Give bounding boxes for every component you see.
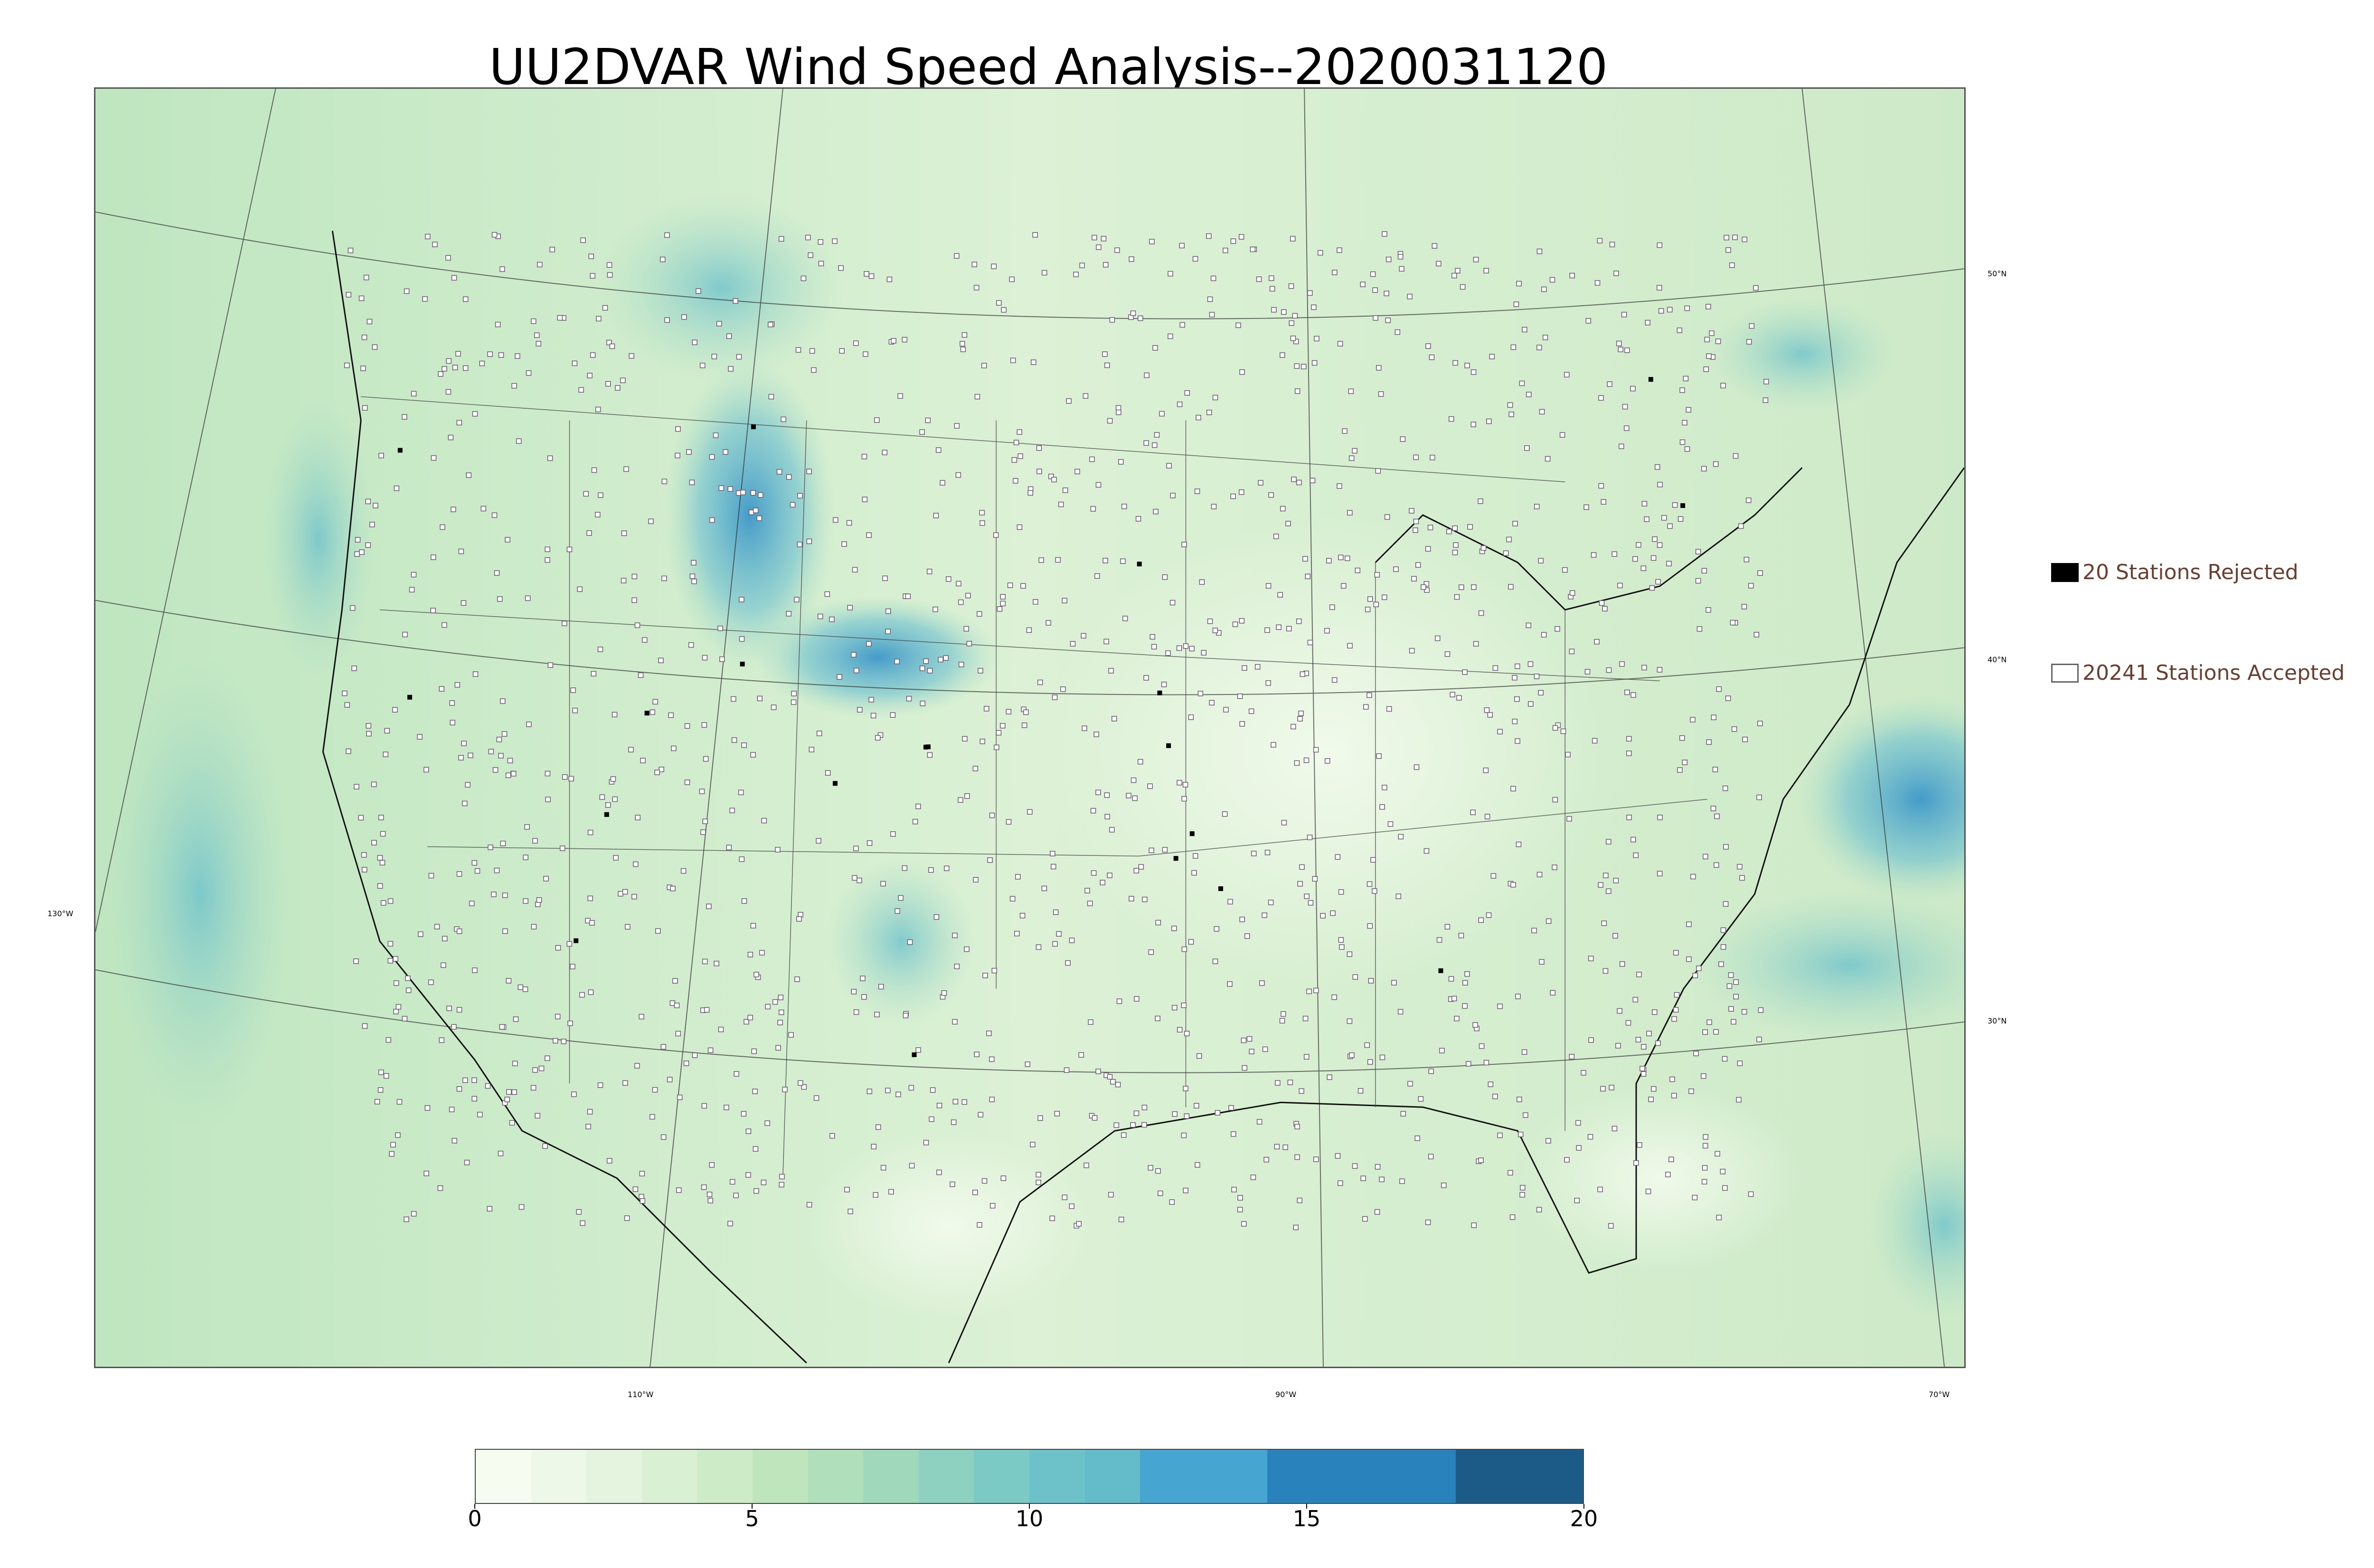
colorbar-bin <box>1267 1450 1456 1503</box>
colorbar-bin <box>476 1450 531 1503</box>
colorbar-tick-label: 5 <box>745 1506 759 1531</box>
lat-label-30n: 30°N <box>1988 1016 2007 1025</box>
colorbar-bin <box>531 1450 587 1503</box>
lat-label-50n: 50°N <box>1988 269 2007 278</box>
colorbar-tick-label: 20 <box>1570 1506 1598 1531</box>
colorbar-bin <box>1455 1450 1583 1503</box>
lon-label-90w: 90°W <box>1275 1390 1297 1399</box>
legend-rejected-label: 20 Stations Rejected <box>2082 560 2299 584</box>
lon-label-110w: 110°W <box>628 1390 654 1399</box>
colorbar-bin <box>697 1450 753 1503</box>
colorbar-bin <box>1084 1450 1140 1503</box>
chart-title: UU2DVAR Wind Speed Analysis--2020031120 <box>489 38 1608 96</box>
colorbar-bin <box>863 1450 919 1503</box>
colorbar-bin <box>586 1450 642 1503</box>
colorbar-tick <box>474 1504 475 1509</box>
lon-label-70w: 70°W <box>1929 1390 1950 1399</box>
colorbar-tick-label: 0 <box>468 1506 482 1531</box>
legend-accepted: 20241 Stations Accepted <box>2051 661 2345 685</box>
colorbar-bin <box>641 1450 697 1503</box>
colorbar-tick-label: 15 <box>1292 1506 1321 1531</box>
colorbar-bin <box>808 1450 864 1503</box>
colorbar-bin <box>752 1450 808 1503</box>
wind-speed-map <box>94 87 1966 1368</box>
colorbar-tick-label: 10 <box>1015 1506 1044 1531</box>
state-borders <box>361 396 1707 1178</box>
station-symbols <box>342 231 1769 1230</box>
rejected-station-swatch <box>2051 563 2079 582</box>
colorbar-bin <box>1029 1450 1085 1503</box>
colorbar-bin <box>1140 1450 1268 1503</box>
colorbar-tick <box>1583 1504 1584 1509</box>
colorbar-bin <box>974 1450 1029 1503</box>
map-canvas <box>95 89 1964 1367</box>
colorbar-tick <box>1306 1504 1307 1509</box>
colorbar-bin <box>918 1450 974 1503</box>
legend-accepted-label: 20241 Stations Accepted <box>2082 661 2345 685</box>
graticule <box>95 89 1964 1367</box>
legend-rejected: 20 Stations Rejected <box>2051 560 2299 584</box>
lat-label-40n: 40°N <box>1988 655 2007 664</box>
accepted-station-swatch <box>2051 663 2079 683</box>
colorbar-tick <box>752 1504 753 1509</box>
colorbar-tick <box>1029 1504 1030 1509</box>
colorbar <box>475 1449 1584 1504</box>
lon-label-130w: 130°W <box>47 909 74 918</box>
